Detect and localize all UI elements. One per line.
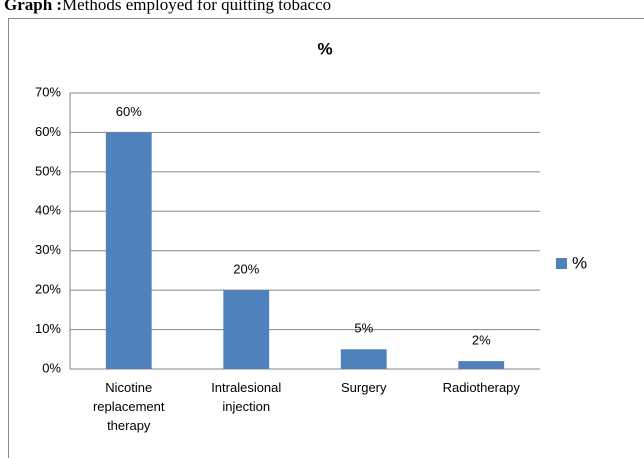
data-label: 60%: [116, 104, 142, 119]
data-label: 5%: [354, 321, 373, 336]
chart-frame: [8, 18, 644, 458]
y-tick-label: 60%: [35, 124, 61, 139]
data-label: 20%: [233, 262, 259, 277]
y-tick-label: 10%: [35, 321, 61, 336]
legend-label: %: [572, 253, 587, 272]
legend-swatch: [556, 258, 567, 269]
heading-text: Methods employed for quitting tobacco: [62, 0, 331, 14]
x-tick-label: Radiotherapy: [443, 380, 521, 395]
y-tick-label: 40%: [35, 203, 61, 218]
x-tick-label: Surgery: [341, 380, 387, 395]
data-label: 2%: [472, 333, 491, 348]
y-tick-label: 0%: [42, 360, 61, 375]
bar: [458, 361, 505, 369]
chart-title: %: [317, 39, 332, 58]
bar: [105, 132, 152, 369]
bar: [340, 349, 387, 369]
heading-label: Graph :: [4, 0, 62, 14]
x-tick-label: Intralesional injection: [211, 380, 281, 414]
bar: [223, 290, 270, 369]
x-tick-label: Nicotine replacement therapy: [93, 380, 165, 433]
y-tick-label: 70%: [35, 84, 61, 99]
y-tick-label: 50%: [35, 163, 61, 178]
y-tick-label: 20%: [35, 282, 61, 297]
y-tick-label: 30%: [35, 242, 61, 257]
